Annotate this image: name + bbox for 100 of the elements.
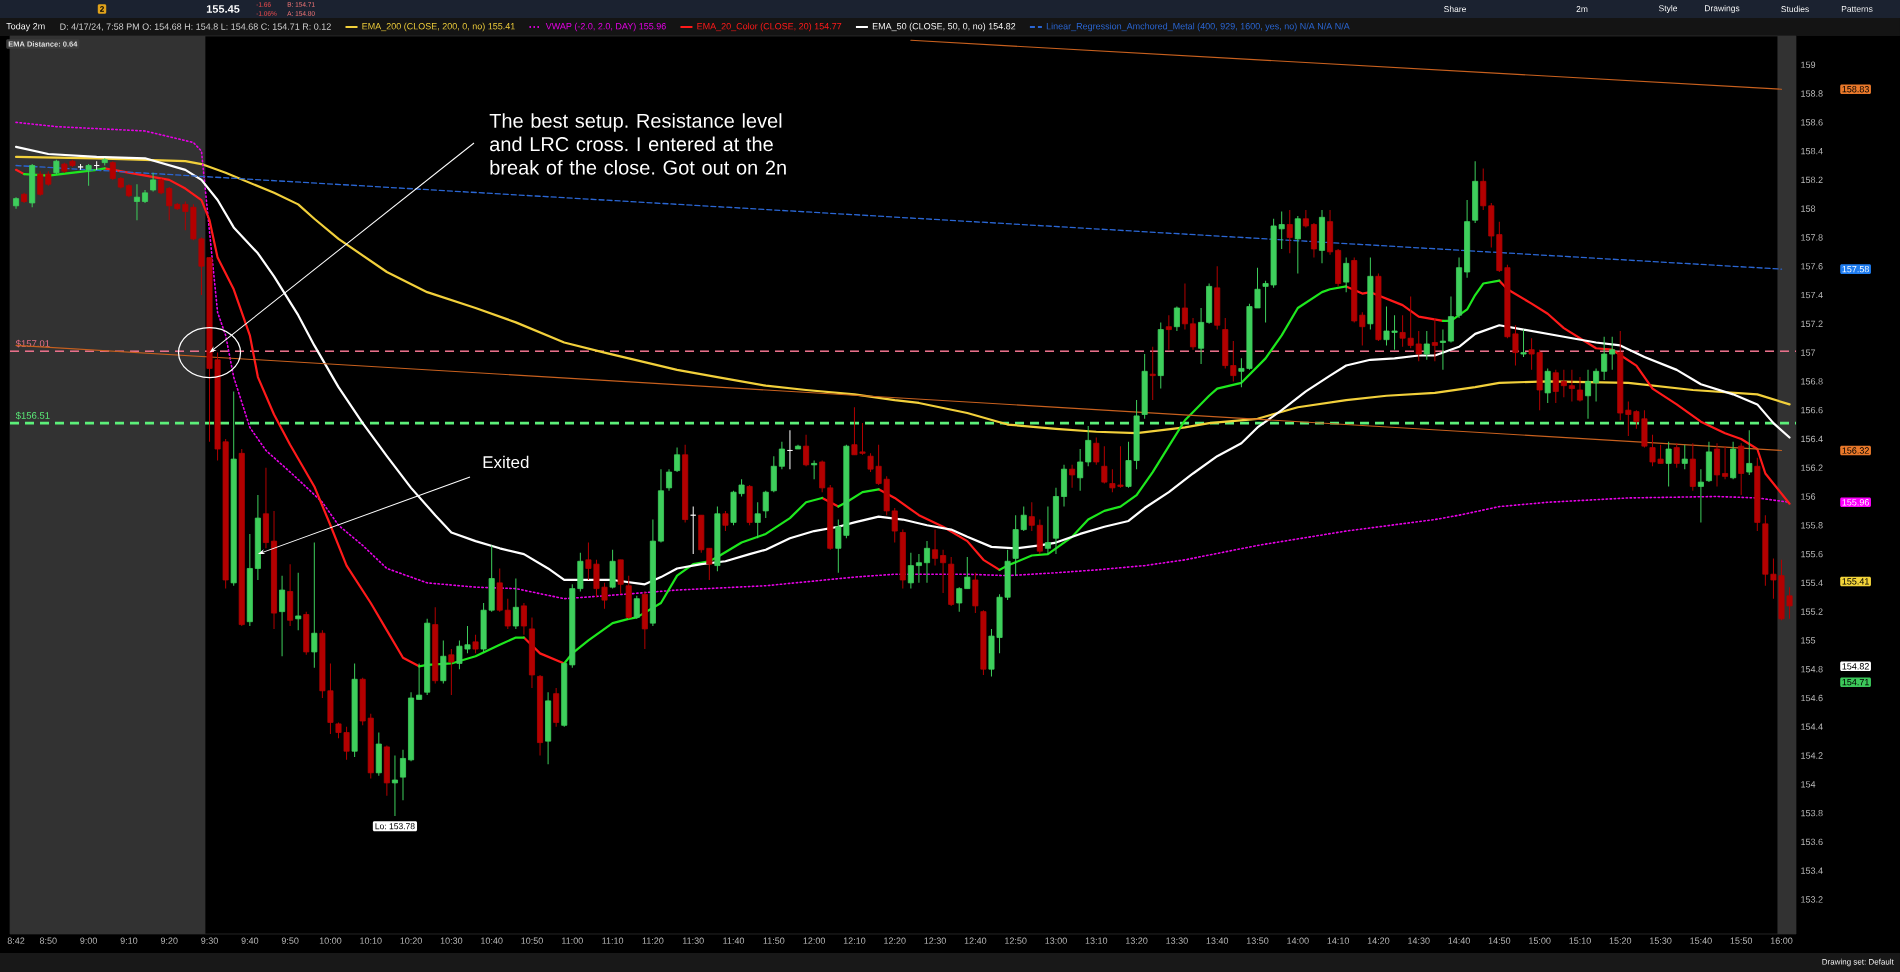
candlestick xyxy=(1028,501,1035,532)
y-tick-label: 156.6 xyxy=(1801,406,1823,414)
candlestick xyxy=(279,575,286,657)
text: Drawing set: Default xyxy=(1822,958,1894,967)
annotation: Exited xyxy=(483,455,529,469)
y-tick-label: 154.8 xyxy=(1801,666,1823,673)
y-tick-label: 157.6 xyxy=(1801,263,1823,270)
x-tick-label: 13:40 xyxy=(1206,937,1229,944)
candlestick xyxy=(1343,257,1350,293)
y-tick-label: 159 xyxy=(1801,61,1816,68)
y-tick-label: 157 xyxy=(1801,349,1816,356)
y-tick-label: 154 xyxy=(1801,781,1816,788)
candlestick xyxy=(1560,369,1567,398)
y-tick-label: 156.8 xyxy=(1801,378,1823,385)
y-tick-label: 158.6 xyxy=(1801,119,1823,126)
candlestick xyxy=(295,572,302,631)
x-tick-label: 11:40 xyxy=(723,937,745,944)
candlestick xyxy=(674,447,681,473)
x-tick-label: 13:30 xyxy=(1166,937,1188,944)
candlestick xyxy=(1439,329,1446,371)
x-tick-label: 12:20 xyxy=(884,937,906,944)
y-tick-label: 155.2 xyxy=(1801,608,1823,615)
text: 155.96 xyxy=(1842,499,1869,506)
x-tick-label: 9:00 xyxy=(80,937,98,944)
candlestick xyxy=(666,468,673,492)
x-tick-label: 15:30 xyxy=(1650,937,1672,944)
x-tick-label: 14:10 xyxy=(1327,937,1350,944)
candlestick xyxy=(1286,209,1293,254)
candlestick xyxy=(1359,311,1366,346)
ref-line-label: $156.51 xyxy=(15,411,50,420)
candlestick xyxy=(924,540,930,584)
annotation: Lo: 153.78 xyxy=(375,823,415,830)
candlestick xyxy=(448,648,455,696)
y-tick-label: 156.2 xyxy=(1801,464,1823,471)
text: 154.71 xyxy=(1842,679,1869,686)
candlestick xyxy=(1165,314,1172,351)
candlestick xyxy=(512,578,519,630)
x-tick-label: 15:00 xyxy=(1529,937,1551,944)
candlestick xyxy=(1609,336,1616,371)
candlestick xyxy=(964,556,971,590)
candlestick xyxy=(1101,445,1108,485)
y-tick-label: 154.4 xyxy=(1801,723,1823,730)
x-tick-label: 10:50 xyxy=(521,937,543,944)
candlestick xyxy=(1173,306,1180,332)
chart-title: Today 2m xyxy=(6,22,45,32)
candlestick xyxy=(1673,442,1680,469)
x-tick-label: 9:50 xyxy=(281,937,299,944)
x-tick-label: 13:20 xyxy=(1126,937,1148,944)
candlestick xyxy=(1431,317,1438,362)
candlestick xyxy=(1544,367,1551,404)
x-tick-label: 14:00 xyxy=(1287,937,1309,944)
x-tick-label: 13:50 xyxy=(1246,937,1269,944)
candlestick xyxy=(1302,209,1309,228)
y-tick-label: 155.6 xyxy=(1801,550,1823,558)
x-tick-label: 8:50 xyxy=(39,937,57,944)
candlestick xyxy=(956,586,963,613)
candlestick xyxy=(400,749,406,801)
candlestick xyxy=(1294,215,1301,274)
text: Style xyxy=(1658,5,1678,13)
candlestick xyxy=(1069,464,1076,489)
legend-label: EMA_20_Color (CLOSE, 20) 154.77 xyxy=(697,22,842,32)
candlestick xyxy=(762,490,769,519)
y-tick-label: 158.4 xyxy=(1801,147,1823,155)
y-tick-label: 157.4 xyxy=(1801,291,1823,299)
y-tick-label: 157.8 xyxy=(1801,234,1823,241)
legend-label: EMA_200 (CLOSE, 200, 0, no) 155.41 xyxy=(362,22,515,32)
text: 155.41 xyxy=(1842,578,1869,585)
candlestick xyxy=(1601,336,1608,381)
candlestick xyxy=(520,602,527,636)
text: Patterns xyxy=(1841,6,1873,12)
candlestick xyxy=(940,549,947,594)
chart-subtitle: D: 4/17/24, 7:58 PM O: 154.68 H: 154.8 L: 154.68 C: 154.71 R: 0.12 xyxy=(60,23,331,31)
text: Studies xyxy=(1781,5,1809,13)
candlestick xyxy=(1576,376,1583,403)
candlestick xyxy=(1585,369,1592,420)
y-tick-label: 155.4 xyxy=(1801,579,1823,586)
x-tick-label: 9:20 xyxy=(160,937,178,944)
x-tick-label: 15:20 xyxy=(1609,937,1632,944)
x-tick-label: 15:10 xyxy=(1569,937,1591,944)
candlestick xyxy=(915,553,922,584)
text: 154.82 xyxy=(1842,663,1869,670)
x-tick-label: 10:40 xyxy=(481,937,503,944)
candlestick xyxy=(504,598,511,630)
x-tick-label: 15:50 xyxy=(1730,937,1753,944)
x-tick-label: 12:40 xyxy=(964,937,987,944)
candlestick xyxy=(1181,283,1188,331)
y-tick-label: 153.8 xyxy=(1801,809,1823,817)
x-tick-label: 14:20 xyxy=(1367,937,1390,944)
text: 156.32 xyxy=(1842,447,1869,454)
candlestick xyxy=(1520,329,1527,358)
candlestick xyxy=(633,595,640,620)
candlestick xyxy=(1423,330,1430,361)
candlestick xyxy=(754,501,761,539)
candlestick xyxy=(1077,448,1084,492)
candlestick xyxy=(1746,429,1753,476)
legend-label: VWAP (-2.0, 2.0, DAY) 155.96 xyxy=(545,22,666,32)
candlestick xyxy=(109,160,116,181)
candlestick xyxy=(1552,369,1559,404)
y-tick-label: 153.2 xyxy=(1801,896,1823,903)
x-tick-label: 10:10 xyxy=(360,937,382,944)
